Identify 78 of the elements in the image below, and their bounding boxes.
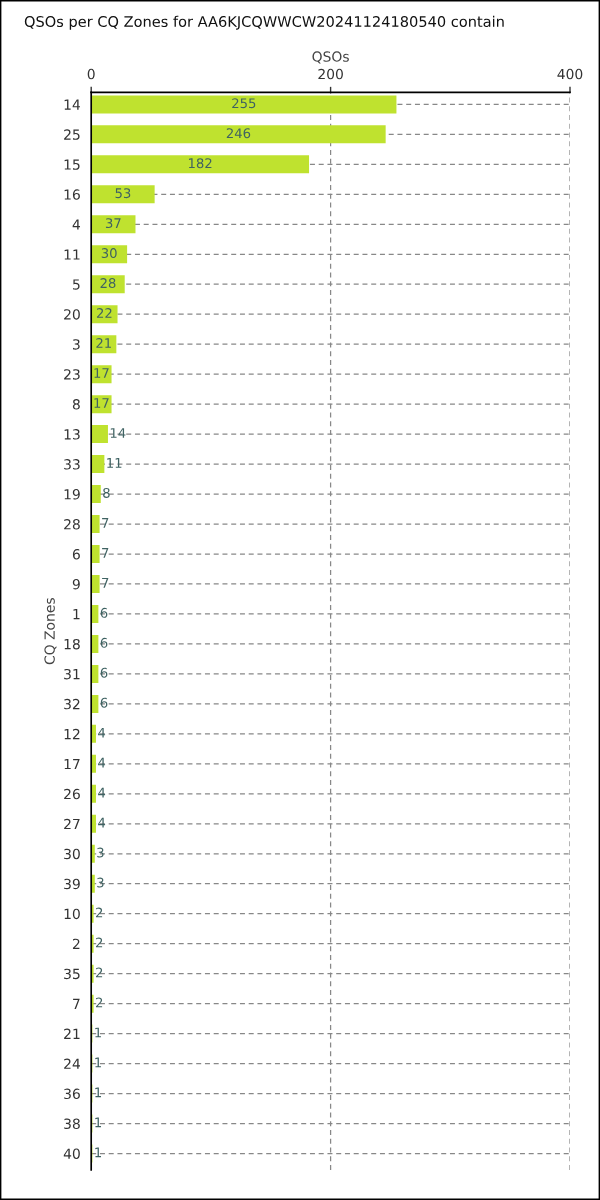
y-tick-label: 30 (64, 848, 80, 860)
data-label: 37 (105, 218, 121, 229)
y-tick-label: 25 (64, 129, 80, 140)
data-label: 53 (115, 188, 131, 199)
data-label: 4 (98, 757, 106, 768)
y-tick-label: 16 (64, 189, 80, 200)
data-label: 8 (103, 487, 110, 498)
data-label: 6 (100, 637, 108, 648)
y-tick-label: 12 (64, 728, 80, 740)
y-tick-label: 4 (72, 219, 80, 230)
y-tick-label: 21 (64, 1028, 80, 1039)
data-label: 255 (232, 98, 256, 109)
data-label: 7 (102, 578, 109, 588)
data-label: 4 (98, 817, 106, 828)
y-tick-label: 9 (72, 578, 80, 590)
data-label: 2 (96, 907, 103, 918)
data-label: 3 (97, 847, 104, 858)
y-axis-title: CQ Zones (44, 598, 57, 665)
y-tick-label: 11 (64, 249, 80, 260)
data-label: 6 (100, 607, 108, 618)
y-tick-label: 8 (72, 399, 80, 410)
data-label: 14 (110, 428, 126, 438)
data-label: 182 (188, 158, 212, 169)
data-label: 2 (96, 967, 103, 978)
data-label: 1 (95, 1117, 102, 1128)
data-label: 1 (95, 1147, 102, 1158)
data-label: 17 (94, 368, 109, 378)
y-tick-label: 38 (64, 1118, 80, 1130)
x-axis-title: QSOs (312, 51, 349, 64)
y-tick-label: 28 (64, 519, 80, 530)
data-label: 2 (96, 997, 103, 1008)
y-tick-label: 39 (64, 878, 80, 890)
y-tick-label: 13 (64, 429, 80, 440)
data-label: 1 (95, 1027, 102, 1038)
y-tick-label: 35 (64, 968, 80, 980)
data-label: 22 (96, 308, 112, 318)
y-tick-label: 19 (64, 489, 80, 500)
y-tick-label: 3 (73, 339, 80, 350)
data-label: 4 (98, 787, 106, 798)
data-label: 2 (96, 937, 103, 948)
y-tick-label: 7 (73, 998, 80, 1009)
chart-title: QSOs per CQ Zones for AA6KJCQWWCW20241124180540 contain (24, 15, 504, 30)
data-label: 28 (100, 278, 116, 289)
data-label: 246 (226, 128, 251, 139)
data-label: 3 (97, 877, 104, 888)
y-tick-label: 14 (64, 99, 80, 110)
data-label: 6 (100, 667, 108, 678)
y-tick-label: 18 (64, 638, 80, 650)
y-tick-label: 20 (64, 309, 80, 320)
data-label: 1 (95, 1057, 102, 1068)
data-label: 4 (98, 727, 106, 738)
y-tick-label: 10 (64, 908, 80, 920)
y-tick-label: 26 (64, 788, 80, 800)
y-tick-label: 5 (73, 279, 80, 290)
y-tick-label: 32 (64, 698, 80, 710)
data-label: 1 (95, 1087, 102, 1098)
y-tick-label: 31 (64, 668, 80, 680)
y-tick-label: 27 (64, 818, 80, 830)
y-tick-label: 15 (64, 159, 80, 170)
data-label: 7 (102, 548, 109, 558)
data-label: 30 (101, 248, 117, 259)
y-tick-label: 2 (72, 938, 80, 949)
y-tick-label: 17 (64, 758, 80, 770)
y-tick-label: 23 (64, 369, 80, 380)
y-tick-label: 33 (64, 459, 80, 470)
data-label: 6 (100, 697, 108, 708)
y-tick-label: 1 (73, 609, 80, 620)
y-tick-label: 40 (63, 1148, 80, 1159)
data-label: 7 (102, 518, 109, 528)
data-label: 17 (94, 398, 109, 408)
data-label: 11 (107, 458, 122, 468)
y-tick-label: 36 (64, 1088, 80, 1100)
y-tick-label: 6 (72, 548, 80, 560)
y-tick-label: 24 (64, 1058, 80, 1069)
x-tick-label: 400 (557, 68, 583, 80)
data-label: 21 (96, 338, 111, 348)
x-tick-label: 0 (87, 68, 95, 80)
x-tick-label: 200 (318, 68, 343, 80)
